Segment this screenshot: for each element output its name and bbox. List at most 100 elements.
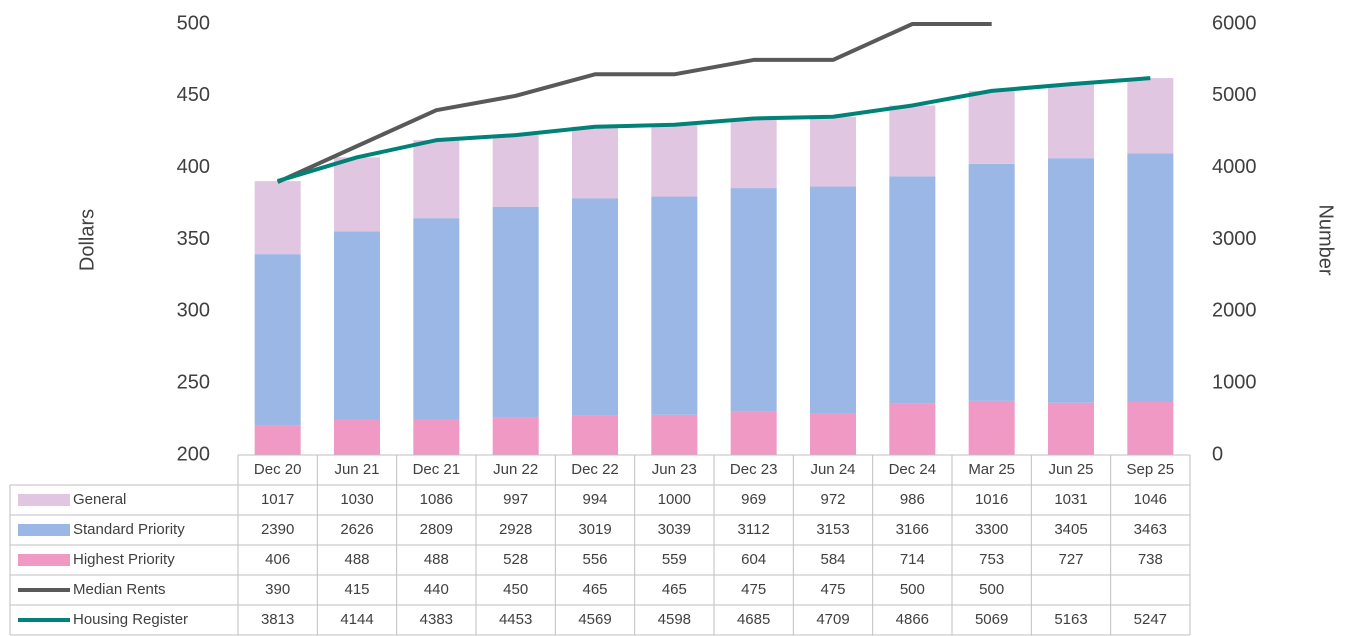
bar-segment (651, 196, 698, 415)
legend-swatch (18, 494, 70, 506)
bar-segment (1048, 158, 1094, 403)
bar-segment (413, 140, 460, 219)
bar-segment (492, 206, 539, 418)
table-cell: 1031 (1054, 491, 1087, 508)
bar-segment (730, 118, 777, 189)
x-tick-label: Jun 22 (493, 461, 538, 478)
table-cell: 3166 (896, 521, 929, 538)
x-tick-label: Dec 24 (889, 461, 937, 478)
table-cell: 390 (265, 581, 290, 598)
table-cell: 488 (424, 551, 449, 568)
bar-segment (492, 135, 539, 207)
table-cell: 986 (900, 491, 925, 508)
bar-segment (254, 254, 301, 426)
table-cell: 4569 (578, 611, 611, 628)
table-cell: 1030 (340, 491, 373, 508)
x-tick-label: Jun 21 (334, 461, 379, 478)
table-cell: 994 (582, 491, 607, 508)
table-cell: 727 (1058, 551, 1083, 568)
bar-segment (1048, 402, 1094, 455)
table-cell: 1017 (261, 491, 294, 508)
y-tick-label: 350 (177, 228, 210, 250)
table-cell: 2626 (340, 521, 373, 538)
bar-segment (810, 116, 856, 187)
line-series (277, 76, 1151, 184)
table-cell: 500 (979, 581, 1004, 598)
table-cell: 2390 (261, 521, 294, 538)
line-series (276, 22, 992, 184)
table-cell: 465 (662, 581, 687, 598)
table-cell: 4383 (420, 611, 453, 628)
bar-segment (572, 126, 618, 199)
x-tick-label: Jun 23 (652, 461, 697, 478)
bar-segment (254, 425, 301, 455)
bar-segment (889, 176, 936, 404)
bar-segment (730, 188, 777, 412)
table-cell: 556 (582, 551, 607, 568)
y-tick-label: 500 (177, 12, 210, 34)
table-cell: 5069 (975, 611, 1008, 628)
x-tick-label: Dec 20 (254, 461, 302, 478)
y-tick-label: 250 (177, 371, 210, 393)
table-cell: 604 (741, 551, 766, 568)
table-cell: 559 (662, 551, 687, 568)
y2-tick-label: 5000 (1212, 84, 1257, 106)
y-tick-label: 200 (177, 443, 210, 465)
bar-segment (492, 417, 539, 455)
legend-label: Highest Priority (73, 551, 175, 568)
bar-segment (413, 419, 460, 455)
table-cell: 475 (820, 581, 845, 598)
bar-segment (651, 414, 698, 455)
bar-segment (413, 218, 460, 420)
legend-swatch (18, 554, 70, 566)
table-cell: 440 (424, 581, 449, 598)
table-cell: 488 (344, 551, 369, 568)
bar-segment (334, 231, 380, 420)
bar-segment (889, 403, 936, 455)
table-cell: 450 (503, 581, 528, 598)
table-cell: 1016 (975, 491, 1008, 508)
y-tick-label: 400 (177, 156, 210, 178)
table-cell: 4144 (340, 611, 373, 628)
table-cell: 465 (582, 581, 607, 598)
table-cell: 1046 (1134, 491, 1167, 508)
table-cell: 972 (820, 491, 845, 508)
y2-tick-label: 2000 (1212, 300, 1257, 322)
x-tick-label: Dec 21 (413, 461, 461, 478)
table-cell: 969 (741, 491, 766, 508)
bar-segment (1127, 153, 1174, 402)
table-cell: 500 (900, 581, 925, 598)
x-tick-label: Jun 24 (810, 461, 855, 478)
table-cell: 2928 (499, 521, 532, 538)
legend-label: Median Rents (73, 581, 166, 598)
x-tick-label: Jun 25 (1048, 461, 1093, 478)
table-cell: 4598 (658, 611, 691, 628)
bar-segment (968, 163, 1015, 401)
table-cell: 3039 (658, 521, 691, 538)
table-cell: 1000 (658, 491, 691, 508)
bar-segment (968, 90, 1015, 164)
table-cell: 406 (265, 551, 290, 568)
table-cell: 1086 (420, 491, 453, 508)
table-cell: 4866 (896, 611, 929, 628)
table-cell: 738 (1138, 551, 1163, 568)
x-tick-label: Mar 25 (968, 461, 1015, 478)
bar-segment (1048, 84, 1094, 159)
table-cell: 475 (741, 581, 766, 598)
legend-label: Standard Priority (73, 521, 185, 538)
bar-segment (730, 411, 777, 455)
y-tick-label: 450 (177, 84, 210, 106)
bar-segment (1127, 78, 1174, 154)
table-cell: 3019 (578, 521, 611, 538)
table-cell: 3112 (738, 521, 770, 538)
y-axis-title: Dollars (76, 209, 98, 271)
bar-segment (254, 181, 301, 255)
legend-swatch (18, 524, 70, 536)
bar-segment (572, 415, 618, 455)
table-cell: 753 (979, 551, 1004, 568)
table-cell: 3300 (975, 521, 1008, 538)
x-tick-label: Dec 23 (730, 461, 778, 478)
y2-tick-label: 4000 (1212, 156, 1257, 178)
y2-tick-label: 3000 (1212, 228, 1257, 250)
